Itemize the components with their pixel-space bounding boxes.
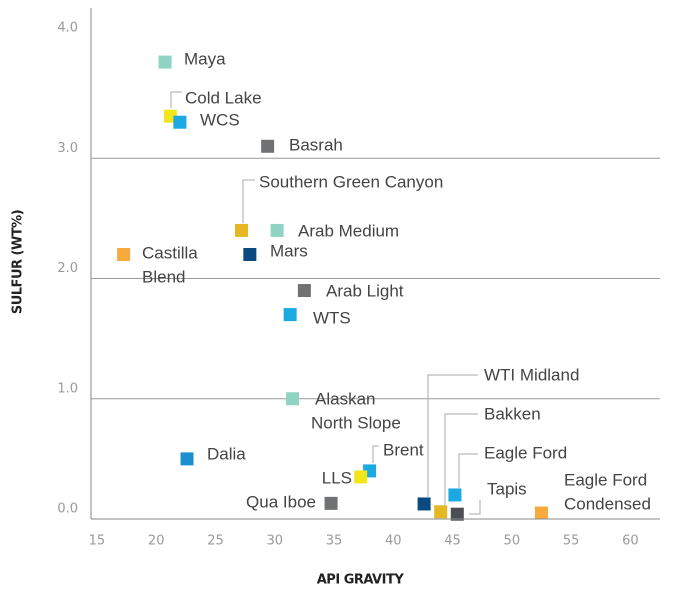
leader-line — [444, 413, 478, 505]
point — [297, 284, 311, 298]
y-tick-label: 2.0 — [57, 261, 78, 276]
point-label: Basrah — [289, 135, 343, 154]
point — [434, 505, 448, 519]
x-tick-label: 50 — [504, 534, 521, 549]
x-tick-label: 55 — [563, 534, 580, 549]
point — [286, 392, 300, 406]
point-label: Qua Iboe — [246, 492, 316, 511]
leader-line — [372, 445, 379, 463]
point — [270, 223, 284, 237]
point — [354, 470, 368, 484]
point-label: Maya — [184, 49, 226, 68]
y-tick-label: 4.0 — [57, 21, 78, 36]
point-label: Dalia — [207, 444, 246, 463]
point — [261, 139, 275, 153]
x-tick-label: 45 — [444, 534, 461, 549]
leader-line — [170, 91, 182, 108]
x-tick-label: 60 — [622, 534, 639, 549]
x-tick-label: 20 — [148, 534, 165, 549]
leader-line — [242, 179, 255, 223]
point — [534, 506, 548, 520]
y-tick-label: 1.0 — [57, 381, 78, 396]
point-label: WTS — [313, 308, 351, 327]
point-label: Mars — [270, 241, 308, 260]
x-tick-label: 35 — [326, 534, 343, 549]
y-tick-label: 0.0 — [57, 502, 78, 517]
point-label: Blend — [142, 267, 185, 286]
point-label: Cold Lake — [185, 88, 262, 107]
point-label: LLS — [322, 468, 352, 487]
point-label: WCS — [200, 110, 240, 129]
point — [448, 488, 462, 502]
point — [283, 308, 297, 322]
point — [324, 496, 338, 510]
point-label: Bakken — [484, 404, 541, 423]
point-label: WTI Midland — [484, 365, 579, 384]
leader-line — [458, 453, 478, 488]
point-label: Eagle Ford — [564, 470, 647, 489]
point — [417, 497, 431, 511]
point — [235, 223, 249, 237]
point — [450, 507, 464, 521]
leader-line — [427, 374, 478, 497]
x-axis-title: API GRAVITY — [317, 573, 405, 588]
point-label: Castilla — [142, 243, 198, 262]
point-label: Condensed — [564, 494, 651, 513]
y-axis-title: SULFUR (WT%) — [11, 210, 26, 314]
leader-line — [469, 500, 481, 515]
point-label: Brent — [383, 440, 424, 459]
y-tick-label: 3.0 — [57, 141, 78, 156]
point — [158, 55, 172, 69]
point — [117, 247, 131, 261]
point-label: Alaskan — [315, 389, 375, 408]
point — [180, 452, 194, 466]
x-tick-label: 25 — [207, 534, 224, 549]
x-tick-label: 30 — [266, 534, 283, 549]
point — [243, 247, 257, 261]
point-label: Arab Medium — [298, 221, 399, 240]
x-tick-label: 40 — [385, 534, 402, 549]
x-tick-label: 15 — [89, 534, 106, 549]
point-label: Arab Light — [326, 281, 404, 300]
point-label: Tapis — [487, 479, 527, 498]
point-label: North Slope — [311, 413, 401, 432]
point — [173, 115, 187, 129]
point-label: Southern Green Canyon — [259, 172, 443, 191]
point-label: Eagle Ford — [484, 443, 567, 462]
